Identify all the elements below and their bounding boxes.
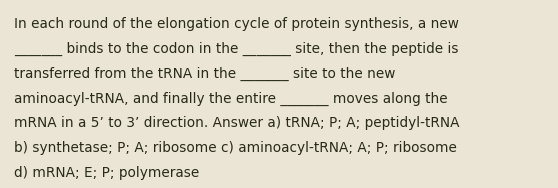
- Text: mRNA in a 5’ to 3’ direction. Answer a) tRNA; P; A; peptidyl-tRNA: mRNA in a 5’ to 3’ direction. Answer a) …: [14, 116, 459, 130]
- Text: aminoacyl-tRNA, and finally the entire _______ moves along the: aminoacyl-tRNA, and finally the entire _…: [14, 91, 448, 105]
- Text: transferred from the tRNA in the _______ site to the new: transferred from the tRNA in the _______…: [14, 67, 395, 81]
- Text: _______ binds to the codon in the _______ site, then the peptide is: _______ binds to the codon in the ______…: [14, 42, 459, 56]
- Text: b) synthetase; P; A; ribosome c) aminoacyl-tRNA; A; P; ribosome: b) synthetase; P; A; ribosome c) aminoac…: [14, 141, 457, 155]
- Text: In each round of the elongation cycle of protein synthesis, a new: In each round of the elongation cycle of…: [14, 17, 459, 31]
- Text: d) mRNA; E; P; polymerase: d) mRNA; E; P; polymerase: [14, 166, 199, 180]
